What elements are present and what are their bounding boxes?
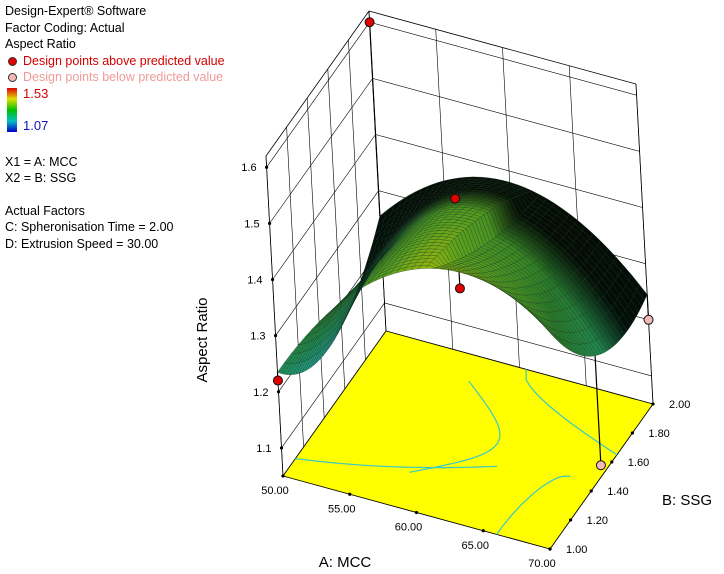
left-wall-grid — [327, 68, 346, 390]
legend-above: Design points above predicted value — [5, 53, 225, 70]
red-dot-icon — [8, 56, 17, 66]
z-tick-mark — [267, 221, 272, 225]
legend-below: Design points below predicted value — [5, 69, 225, 86]
z-tick-mark — [279, 446, 284, 450]
color-scale: 1.53 1.07 — [5, 85, 225, 134]
color-high-label: 1.53 — [23, 85, 49, 101]
z-tick-label: 1.1 — [256, 443, 271, 455]
z-tick-mark — [264, 165, 269, 169]
y-tick-mark — [569, 518, 573, 522]
y-tick-label: 1.20 — [587, 515, 608, 527]
y-tick-mark — [610, 460, 614, 464]
info-panel: Design-Expert® Software Factor Coding: A… — [5, 3, 225, 252]
x-axis-label: A: MCC — [319, 554, 372, 571]
z-tick-label: 1.4 — [247, 275, 262, 287]
y-axis-label: B: SSG — [662, 492, 712, 509]
left-wall-grid — [348, 39, 366, 361]
color-gradient-bar — [7, 87, 17, 132]
left-wall-grid — [275, 190, 379, 336]
x2-label: X2 = B: SSG — [5, 171, 77, 185]
left-wall-grid — [265, 155, 284, 477]
design-point-above — [272, 375, 283, 386]
z-tick-label: 1.5 — [244, 218, 259, 230]
z-tick-mark — [270, 277, 275, 282]
left-wall-grid — [286, 126, 304, 448]
design-point-above — [364, 17, 375, 28]
design-point-below — [643, 314, 654, 325]
left-wall-grid — [266, 22, 370, 168]
back-wall-grid — [384, 302, 652, 377]
y-tick-label: 2.00 — [669, 399, 690, 411]
y-tick-mark — [630, 431, 635, 435]
z-tick-label: 1.3 — [250, 331, 265, 343]
z-tick-label: 1.6 — [241, 162, 256, 174]
back-wall-grid — [369, 21, 637, 96]
top-edge — [265, 10, 370, 157]
x-tick-label: 55.00 — [328, 503, 356, 515]
left-wall-grid — [272, 134, 376, 280]
x-tick-label: 50.00 — [261, 485, 289, 497]
z-tick-mark — [276, 390, 281, 394]
back-wall-grid — [372, 78, 640, 152]
factor-c-label: C: Spheronisation Time = 2.00 — [5, 220, 174, 234]
left-wall-grid — [306, 97, 325, 419]
response-surface — [277, 176, 648, 375]
pink-dot-icon — [8, 73, 17, 82]
z-tick-mark — [273, 334, 278, 338]
axis-ticks: 50.00 55.00 60.00 65.00 70.00 1.00 1.20 1.40 1.6… — [241, 162, 690, 570]
contour-line — [295, 458, 498, 469]
legend-above-label: Design points above predicted value — [23, 53, 225, 68]
actual-factors-label: Actual Factors — [5, 203, 85, 218]
z-tick-label: 1.2 — [253, 387, 268, 399]
x-tick-mark — [348, 492, 352, 496]
x1-label: X1 = A: MCC — [5, 154, 78, 169]
coding-label: Factor Coding: Actual — [5, 20, 125, 35]
response-label: Aspect Ratio — [5, 37, 76, 51]
point-stem — [368, 22, 381, 216]
y-tick-label: 1.00 — [566, 544, 587, 556]
y-tick-label: 1.40 — [607, 486, 628, 498]
y-tick-mark — [589, 489, 593, 493]
y-tick-mark — [651, 402, 655, 406]
design-points — [272, 17, 654, 471]
surface-cell — [377, 209, 388, 227]
left-wall-grid — [269, 78, 373, 224]
left-wall-grid — [281, 302, 385, 449]
software-label: Design-Expert® Software — [5, 4, 147, 18]
x-tick-label: 60.00 — [395, 522, 423, 534]
y-tick-label: 1.80 — [648, 428, 669, 440]
y-tick-mark — [548, 547, 552, 551]
x-tick-mark — [481, 529, 485, 533]
back-wall-grid — [375, 134, 643, 208]
contour-line — [409, 380, 501, 473]
design-point-below — [595, 460, 606, 471]
y-tick-label: 1.60 — [628, 457, 649, 469]
x-tick-label: 70.00 — [528, 558, 556, 570]
contour-line — [496, 475, 571, 535]
z-axis-label: Aspect Ratio — [194, 297, 211, 382]
point-stem — [594, 355, 602, 466]
design-point-above — [454, 283, 465, 294]
legend-below-label: Design points below predicted value — [23, 70, 224, 84]
color-low-label: 1.07 — [23, 117, 49, 133]
x-tick-mark — [281, 474, 285, 478]
x-tick-label: 65.00 — [461, 540, 489, 552]
factor-d-label: D: Extrusion Speed = 30.00 — [5, 236, 159, 251]
design-point-above — [450, 193, 461, 204]
x-tick-mark — [414, 510, 419, 515]
back-wall-grid — [635, 83, 654, 405]
